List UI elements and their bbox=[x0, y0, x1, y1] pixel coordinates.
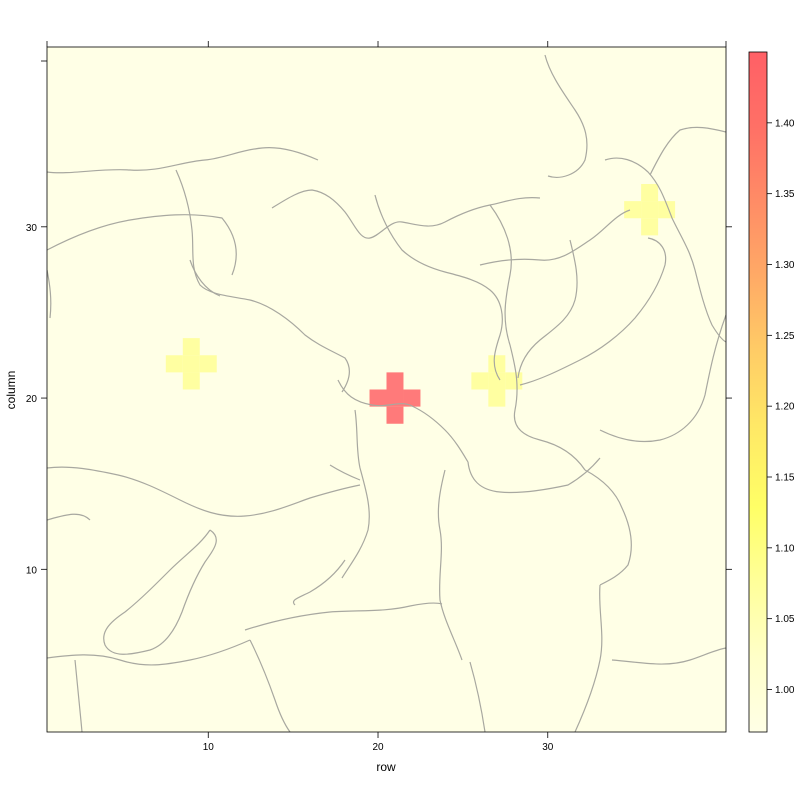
boundary-line bbox=[47, 269, 52, 319]
colorbar: 1.00 1.05 1.10 1.15 1.20 1.25 1.30 1.35 1.40 bbox=[748, 51, 795, 733]
y-axis-title: column bbox=[4, 371, 18, 410]
boundary-line bbox=[47, 214, 237, 276]
heat-cell-block bbox=[641, 218, 659, 236]
y-tick-label: 10 bbox=[26, 565, 38, 576]
boundary-line bbox=[329, 464, 361, 481]
heat-cell-block bbox=[182, 355, 200, 373]
colorbar-tick-label: 1.15 bbox=[775, 473, 795, 484]
heat-cell-block bbox=[488, 389, 506, 407]
heat-cell-block bbox=[386, 372, 404, 390]
heat-cell-block bbox=[488, 372, 506, 390]
boundary-line bbox=[47, 466, 361, 517]
boundary-line bbox=[244, 602, 443, 631]
boundary-lines bbox=[47, 54, 726, 732]
boundary-line bbox=[74, 659, 83, 732]
boundary-line bbox=[467, 457, 601, 494]
boundary-line bbox=[584, 469, 632, 586]
heat-cell-4 bbox=[624, 184, 676, 236]
boundary-line bbox=[47, 147, 319, 174]
axes: 10 20 30 10 20 30 bbox=[26, 41, 732, 753]
heat-cell-block bbox=[641, 201, 659, 219]
heat-cell-block bbox=[624, 201, 642, 219]
heat-cell-block bbox=[165, 355, 183, 373]
boundary-line bbox=[47, 639, 251, 666]
boundary-line bbox=[611, 647, 726, 665]
colorbar-tick-label: 1.35 bbox=[775, 189, 795, 200]
boundary-line bbox=[519, 237, 667, 386]
boundary-line bbox=[574, 584, 603, 732]
colorbar-tick-label: 1.40 bbox=[775, 118, 795, 129]
heat-cell-block bbox=[505, 372, 523, 390]
boundary-line bbox=[47, 513, 91, 521]
heat-cell-block bbox=[403, 389, 421, 407]
boundary-line bbox=[479, 209, 631, 266]
colorbar-tick-label: 1.25 bbox=[775, 331, 795, 342]
boundary-line bbox=[292, 559, 346, 606]
x-tick-label: 30 bbox=[542, 742, 554, 753]
heat-cell-block bbox=[386, 406, 404, 424]
boundary-line bbox=[489, 204, 586, 471]
boundary-line bbox=[649, 126, 726, 176]
heat-cell-block bbox=[641, 184, 659, 202]
heat-cell-block bbox=[488, 355, 506, 373]
boundary-line bbox=[249, 639, 291, 732]
colorbar-ticks: 1.00 1.05 1.10 1.15 1.20 1.25 1.30 1.35 1.40 bbox=[767, 118, 795, 696]
heat-cell-2 bbox=[165, 338, 217, 390]
boundary-line bbox=[175, 169, 350, 393]
boundary-line bbox=[374, 194, 503, 381]
boundary-line bbox=[544, 54, 588, 178]
heat-cell-block bbox=[369, 389, 387, 407]
boundary-line bbox=[271, 189, 541, 239]
colorbar-ramp bbox=[748, 51, 768, 733]
colorbar-tick-label: 1.05 bbox=[775, 614, 795, 625]
boundary-line bbox=[517, 239, 578, 379]
heat-cells bbox=[165, 184, 676, 424]
y-tick-label: 30 bbox=[26, 223, 38, 234]
boundary-line bbox=[437, 469, 463, 661]
map-panel-frame bbox=[46, 46, 727, 733]
x-tick-label: 10 bbox=[203, 742, 215, 753]
heat-cell-1 bbox=[369, 372, 421, 424]
boundary-line bbox=[341, 409, 370, 579]
boundary-line bbox=[469, 661, 486, 732]
boundary-line bbox=[599, 314, 726, 443]
y-tick-label: 20 bbox=[26, 394, 38, 405]
heat-cell-block bbox=[471, 372, 489, 390]
heat-cell-block bbox=[182, 338, 200, 356]
colorbar-tick-label: 1.00 bbox=[775, 685, 795, 696]
boundary-line bbox=[189, 259, 221, 297]
heat-cell-block bbox=[199, 355, 217, 373]
colorbar-tick-label: 1.30 bbox=[775, 260, 795, 271]
heat-cell-3 bbox=[471, 355, 523, 407]
heat-cell-block bbox=[386, 389, 404, 407]
x-axis-title: row bbox=[376, 760, 396, 774]
colorbar-tick-label: 1.20 bbox=[775, 402, 795, 413]
x-tick-label: 20 bbox=[372, 742, 384, 753]
heat-cell-block bbox=[182, 372, 200, 390]
boundary-line bbox=[337, 379, 469, 463]
colorbar-tick-label: 1.10 bbox=[775, 543, 795, 554]
boundary-line bbox=[604, 157, 726, 343]
boundary-line bbox=[103, 529, 217, 655]
